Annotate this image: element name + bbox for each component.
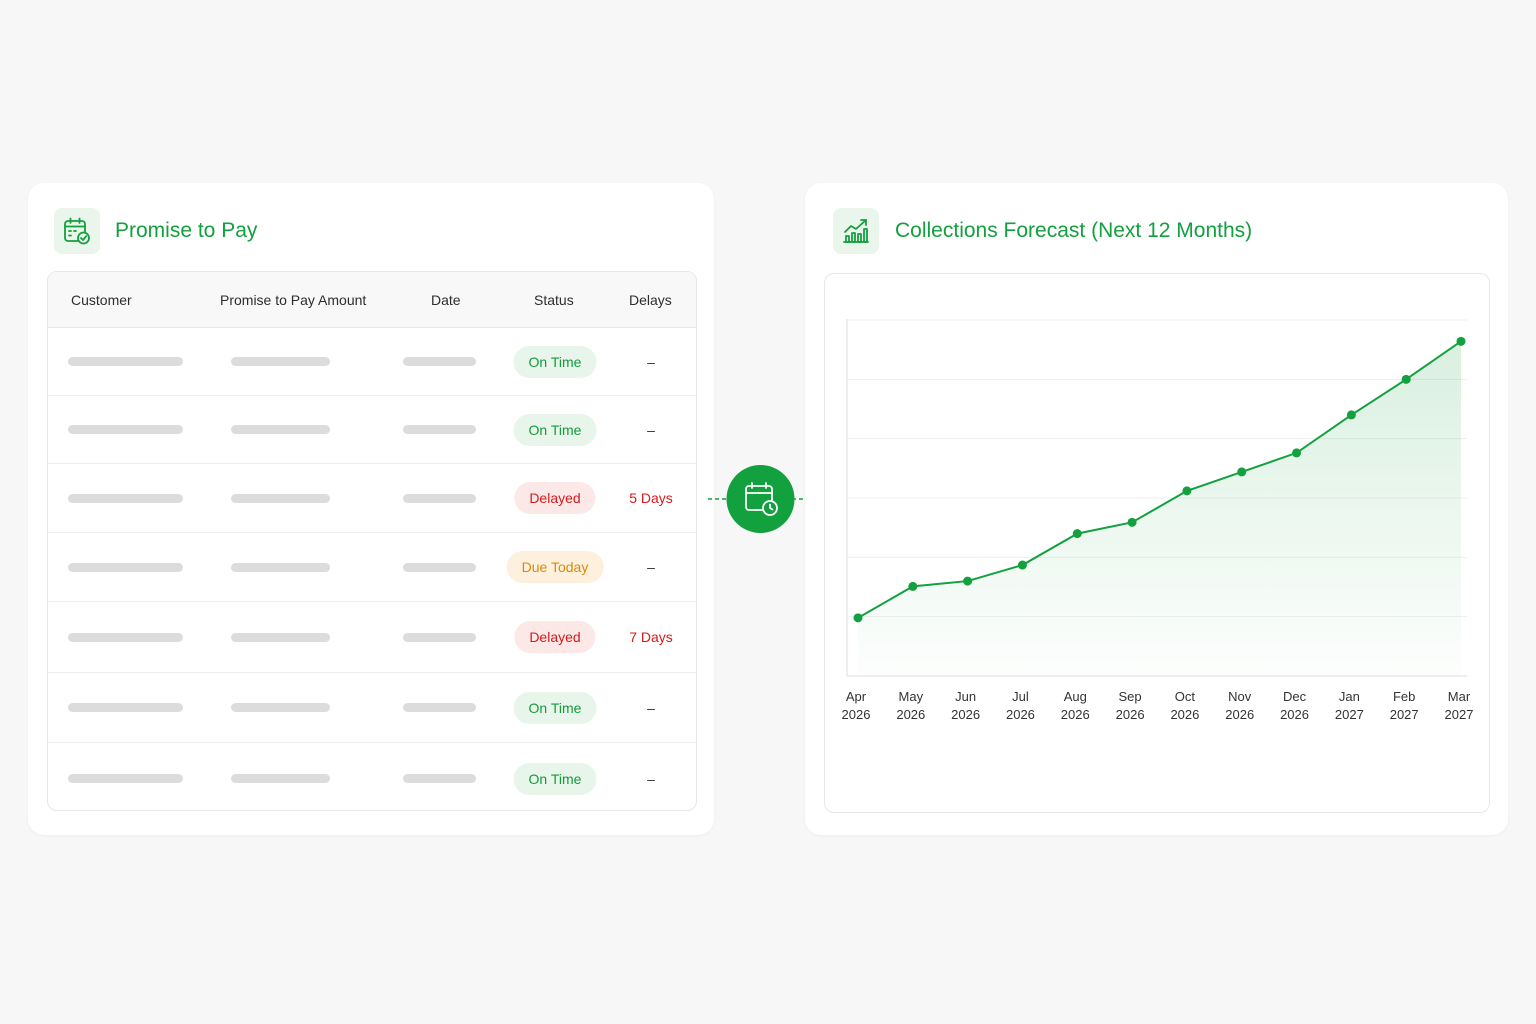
- data-point-jan-2027[interactable]: [1346, 410, 1356, 420]
- status-badge: On Time: [513, 691, 597, 724]
- status-badge: On Time: [513, 413, 597, 446]
- customer-placeholder: [68, 703, 183, 712]
- table-body: On Time – On Time – Delayed 5 Days Due Today – D…: [48, 328, 696, 810]
- table-row[interactable]: Due Today –: [48, 533, 696, 602]
- date-placeholder: [403, 562, 476, 572]
- status-badge: On Time: [513, 345, 597, 378]
- x-tick-label: Sep 2026: [1116, 689, 1145, 722]
- delay-value: 7 Days: [629, 629, 673, 645]
- table-header: Customer Promise to Pay Amount Date Stat…: [48, 272, 696, 328]
- collections-forecast-header: Collections Forecast (Next 12 Months): [833, 207, 1252, 255]
- delay-value: 5 Days: [629, 490, 673, 506]
- calendar-check-icon: [54, 208, 100, 254]
- x-tick-label: Dec 2026: [1280, 689, 1309, 722]
- column-header-amount[interactable]: Promise to Pay Amount: [220, 292, 367, 308]
- x-tick-label: Aug 2026: [1061, 689, 1090, 722]
- promise-to-pay-card: Promise to Pay Customer Promise to Pay A…: [28, 183, 714, 835]
- date-placeholder: [403, 425, 476, 434]
- data-point-jun-2026[interactable]: [963, 576, 973, 586]
- table-row[interactable]: Delayed 5 Days: [48, 464, 696, 533]
- x-tick-label: Mar 2027: [1445, 689, 1474, 722]
- x-tick-label: Feb 2027: [1390, 689, 1419, 722]
- x-tick-label: Apr 2026: [842, 689, 871, 722]
- data-point-nov-2026[interactable]: [1237, 467, 1247, 477]
- amount-placeholder: [231, 493, 330, 503]
- sync-connector: [706, 464, 814, 534]
- date-placeholder: [403, 703, 476, 712]
- status-badge: Due Today: [506, 551, 604, 583]
- data-point-feb-2027[interactable]: [1401, 374, 1411, 384]
- data-point-dec-2026[interactable]: [1292, 448, 1302, 458]
- calendar-clock-icon: [745, 482, 778, 516]
- x-tick-label: Jan 2027: [1335, 689, 1364, 722]
- table-row[interactable]: On Time –: [48, 328, 696, 396]
- customer-placeholder: [68, 562, 183, 572]
- growth-chart-icon: [833, 208, 879, 254]
- table-row[interactable]: On Time –: [48, 743, 696, 810]
- amount-placeholder: [231, 562, 330, 572]
- delay-value: –: [647, 353, 655, 370]
- delay-value: –: [647, 421, 655, 438]
- collections-forecast-card: Collections Forecast (Next 12 Months) Ap…: [805, 183, 1508, 835]
- delay-value: –: [647, 770, 655, 787]
- x-tick-label: Jun 2026: [951, 689, 980, 722]
- data-point-sep-2026[interactable]: [1127, 517, 1137, 527]
- x-tick-label: Oct 2026: [1170, 689, 1199, 722]
- amount-placeholder: [231, 703, 330, 712]
- forecast-chart-svg: Apr 2026 May 2026 Jun 2026 Jul 2026 Aug 2026 Sep 20…: [842, 319, 1474, 722]
- promise-to-pay-table: Customer Promise to Pay Amount Date Stat…: [47, 271, 697, 811]
- status-badge: Delayed: [514, 621, 596, 653]
- data-point-jul-2026[interactable]: [1017, 560, 1027, 570]
- x-tick-label: Nov 2026: [1225, 689, 1254, 722]
- delay-value: –: [647, 699, 655, 716]
- x-tick-label: May 2026: [896, 689, 925, 722]
- amount-placeholder: [231, 357, 330, 366]
- customer-placeholder: [68, 493, 183, 503]
- data-point-may-2026[interactable]: [908, 581, 918, 591]
- x-tick-label: Jul 2026: [1006, 689, 1035, 722]
- data-point-apr-2026[interactable]: [853, 613, 863, 623]
- date-placeholder: [403, 774, 476, 783]
- column-header-delays[interactable]: Delays: [629, 292, 672, 308]
- collections-forecast-title: Collections Forecast (Next 12 Months): [895, 219, 1253, 242]
- column-header-date[interactable]: Date: [431, 292, 461, 308]
- date-placeholder: [403, 357, 476, 366]
- promise-to-pay-header: Promise to Pay: [54, 207, 257, 255]
- data-point-aug-2026[interactable]: [1072, 529, 1082, 539]
- customer-placeholder: [68, 357, 183, 366]
- table-row[interactable]: Delayed 7 Days: [48, 602, 696, 673]
- promise-to-pay-title: Promise to Pay: [115, 219, 258, 242]
- amount-placeholder: [231, 774, 330, 783]
- amount-placeholder: [231, 632, 330, 642]
- status-badge: On Time: [513, 762, 597, 795]
- forecast-chart: Apr 2026 May 2026 Jun 2026 Jul 2026 Aug 2026 Sep 20…: [824, 273, 1490, 813]
- table-row[interactable]: On Time –: [48, 673, 696, 743]
- column-header-status[interactable]: Status: [534, 292, 574, 308]
- data-point-mar-2027[interactable]: [1456, 336, 1466, 346]
- customer-placeholder: [68, 425, 183, 434]
- forecast-line: [857, 340, 1462, 619]
- date-placeholder: [403, 632, 476, 642]
- data-point-oct-2026[interactable]: [1182, 486, 1192, 496]
- forecast-area: [858, 341, 1461, 676]
- date-placeholder: [403, 493, 476, 503]
- table-row[interactable]: On Time –: [48, 396, 696, 464]
- amount-placeholder: [231, 425, 330, 434]
- status-badge: Delayed: [514, 482, 596, 514]
- customer-placeholder: [68, 632, 183, 642]
- customer-placeholder: [68, 774, 183, 783]
- delay-value: –: [647, 559, 655, 575]
- column-header-customer[interactable]: Customer: [71, 292, 132, 308]
